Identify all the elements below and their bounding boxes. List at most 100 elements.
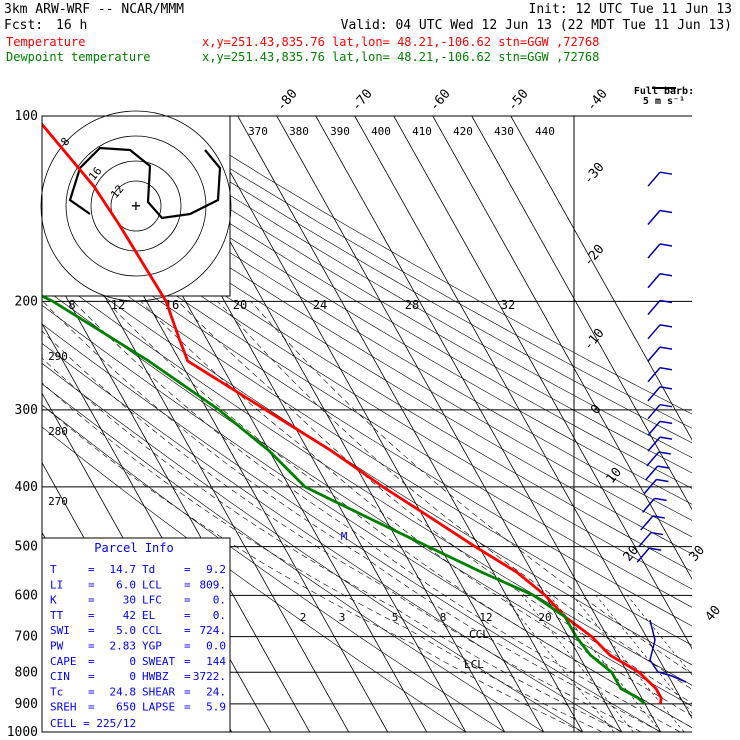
wind-barb: [647, 171, 661, 187]
parcel-label: LAPSE: [142, 701, 175, 714]
parcel-value: 6.0: [116, 578, 136, 591]
isotherm-label: -40: [584, 87, 611, 115]
parcel-value: 42: [123, 609, 136, 622]
wind-barb-flag: [659, 386, 673, 390]
isotherm-label: -80: [274, 87, 301, 115]
parcel-value: 0.: [213, 609, 226, 622]
wind-barb-flag: [650, 531, 664, 536]
pressure-tick-label: 700: [15, 630, 38, 645]
parcel-label: LFC: [142, 594, 162, 607]
parcel-label: SREH: [50, 701, 77, 714]
dewpoint-legend: Dewpoint temperature: [6, 50, 151, 64]
parcel-label: Td: [142, 563, 155, 576]
wind-axis-tick: 8: [68, 298, 75, 312]
mixing-ratio-label: 2: [300, 611, 307, 624]
moist-adiabat: [217, 301, 692, 690]
theta-label: 430: [494, 125, 514, 138]
hodograph-origin: +: [131, 196, 141, 215]
isotherm-line: [471, 116, 692, 511]
theta-label: 420: [453, 125, 473, 138]
plot-frame: [41, 115, 575, 733]
isotherm-label: -70: [349, 87, 376, 115]
wind-barb-flag: [652, 515, 665, 519]
mixing-ratio-line: [502, 595, 615, 732]
mixing-ratio-line: [572, 595, 685, 732]
dry-adiabat: [42, 141, 692, 538]
parcel-cell: CELL = 225/12: [50, 717, 136, 730]
dry-adiabat: [65, 116, 692, 489]
wind-barb: [647, 386, 661, 402]
dry-adiabat: [85, 116, 692, 474]
wind-barb: [647, 367, 661, 383]
theta-label: 390: [330, 125, 350, 138]
parcel-value: 5.9: [206, 701, 226, 714]
pressure-tick-label: 100: [15, 109, 38, 124]
wind-barb-flag: [656, 478, 669, 483]
wind-axis-tick: 12: [111, 298, 125, 312]
wind-barb: [640, 515, 654, 531]
dry-adiabat: [42, 426, 467, 732]
isotherm-line: [315, 116, 662, 732]
wind-barb: [647, 404, 661, 420]
full-barb-label: Full barb:: [634, 86, 694, 97]
isotherm-line: [393, 116, 692, 650]
parcel-label: YGP: [142, 640, 162, 653]
temperature-info: x,y=251.43,835.76 lat,lon= 48.21,-106.62…: [202, 35, 599, 49]
wind-axis-tick: 28: [405, 298, 419, 312]
parcel-value: 9.2: [206, 563, 226, 576]
parcel-equals: =: [88, 624, 95, 637]
parcel-value: 14.7: [110, 563, 137, 576]
isotherm-line: [432, 116, 692, 580]
dry-adiabat: [42, 186, 692, 590]
wind-barb-flag: [659, 346, 673, 350]
parcel-equals: =: [88, 685, 95, 698]
theta-label: 270: [48, 495, 68, 508]
parcel-equals: =: [184, 701, 191, 714]
parcel-label: SHEAR: [142, 685, 175, 698]
hodograph-ring: [40, 110, 232, 302]
parcel-value: 2.83: [110, 640, 137, 653]
theta-label: 280: [48, 425, 68, 438]
isotherm-label: -30: [581, 160, 608, 188]
dry-adiabat: [126, 116, 692, 444]
wind-axis-tick: 24: [313, 298, 327, 312]
parcel-value: 24.: [206, 685, 226, 698]
parcel-value: 3722.: [193, 670, 226, 683]
model-title: 3km ARW-WRF -- NCAR/MMM: [4, 2, 184, 17]
wind-barb-flag: [659, 403, 673, 408]
parcel-label: PW: [50, 640, 64, 653]
isotherm-line: [354, 116, 692, 720]
parcel-equals: =: [184, 609, 191, 622]
parcel-label: T: [50, 563, 57, 576]
mixing-ratio-label: 20: [538, 611, 551, 624]
mixing-ratio-label: 3: [339, 611, 346, 624]
parcel-equals: =: [184, 594, 191, 607]
isotherm-line: [276, 116, 623, 732]
dry-adiabat: [42, 286, 692, 707]
parcel-label: SWI: [50, 624, 70, 637]
parcel-label: CCL: [142, 624, 162, 637]
wind-barb: [646, 451, 660, 467]
wind-barb-flag: [659, 324, 673, 328]
wind-barb: [638, 532, 652, 548]
pressure-tick-label: 400: [15, 480, 38, 495]
dry-adiabat: [42, 268, 692, 686]
wind-barb-flag: [659, 420, 673, 425]
dry-adiabat: [42, 218, 692, 627]
theta-label: 400: [371, 125, 391, 138]
wind-barb: [647, 346, 661, 362]
mixing-ratio-label: 8: [440, 611, 447, 624]
dry-adiabat: [166, 116, 692, 415]
parcel-equals: =: [184, 640, 191, 653]
dry-adiabat: [45, 116, 692, 505]
lcl-marker: LCL: [464, 658, 484, 671]
pressure-tick-label: 600: [15, 588, 38, 603]
dry-adiabat: [42, 342, 623, 732]
isotherm-label: -60: [427, 87, 454, 115]
pressure-tick-label: 200: [15, 294, 38, 309]
wind-barb-flag: [659, 243, 673, 247]
pressure-tick-label: 500: [15, 540, 38, 555]
isotherm-label: 40: [703, 603, 725, 625]
parcel-value: 0.0: [206, 640, 226, 653]
parcel-value: 0.: [213, 594, 226, 607]
